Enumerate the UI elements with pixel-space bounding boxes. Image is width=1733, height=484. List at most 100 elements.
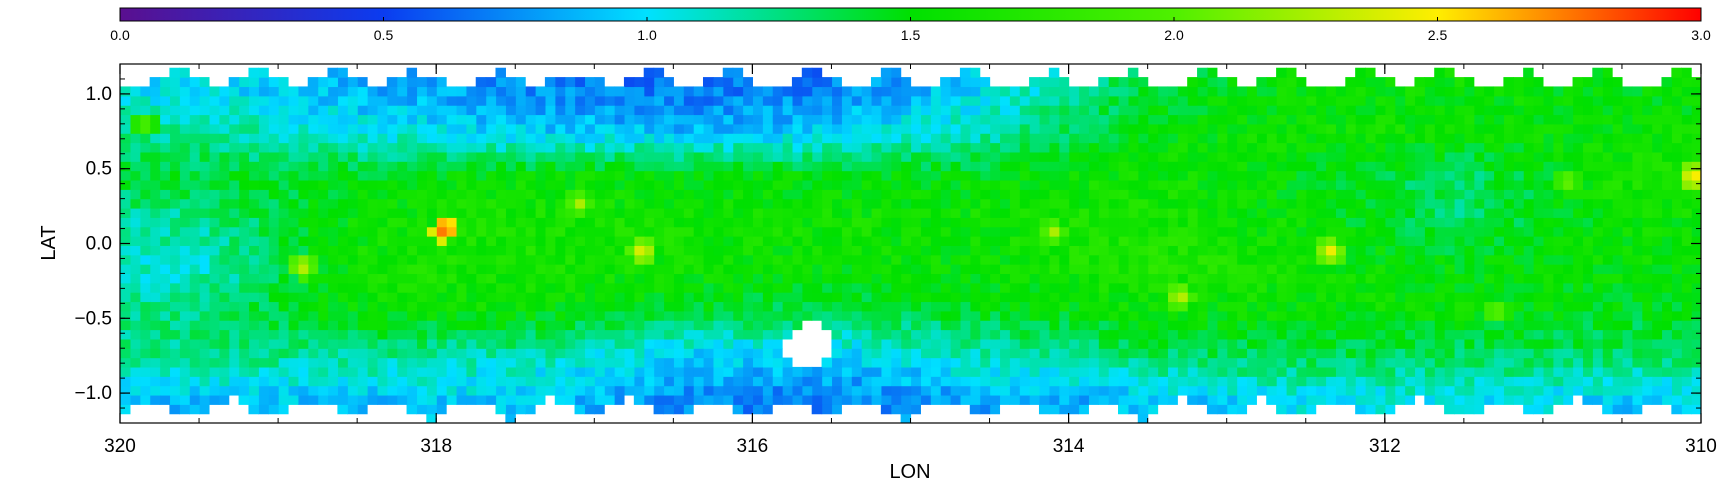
heatmap-cell <box>821 77 833 88</box>
heatmap-cell <box>1266 282 1277 293</box>
heatmap-cell <box>297 292 309 303</box>
heatmap-cell <box>554 189 566 200</box>
heatmap-cell <box>623 338 635 349</box>
heatmap-cell <box>1582 320 1593 331</box>
heatmap-cell <box>614 394 625 405</box>
heatmap-cell <box>1048 310 1060 321</box>
heatmap-cell <box>1631 273 1643 284</box>
heatmap-cell <box>1058 86 1070 97</box>
heatmap-cell <box>1542 329 1554 340</box>
heatmap-cell <box>880 142 892 153</box>
heatmap-cell <box>989 189 1001 200</box>
heatmap-cell <box>1285 207 1297 218</box>
heatmap-cell <box>1009 207 1020 218</box>
heatmap-cell <box>505 320 516 331</box>
heatmap-cell <box>525 376 536 387</box>
heatmap-cell <box>1463 95 1475 106</box>
heatmap-cell <box>1197 95 1208 106</box>
heatmap-cell <box>732 394 744 405</box>
heatmap-cell <box>831 282 842 293</box>
heatmap-cell <box>732 292 744 303</box>
heatmap-cell <box>1384 310 1396 321</box>
heatmap-cell <box>1473 366 1485 377</box>
heatmap-cell <box>1118 404 1129 415</box>
heatmap-cell <box>1355 217 1366 228</box>
heatmap-cell <box>950 236 961 246</box>
heatmap-cell <box>1384 273 1396 284</box>
heatmap-cell <box>485 348 497 359</box>
heatmap-cell <box>959 245 971 256</box>
heatmap-cell <box>1147 226 1159 237</box>
heatmap-cell <box>307 357 319 368</box>
heatmap-cell <box>693 348 704 359</box>
heatmap-cell <box>969 226 981 237</box>
heatmap-cell <box>999 207 1010 218</box>
heatmap-cell <box>327 95 338 106</box>
heatmap-cell <box>1098 226 1109 237</box>
heatmap-cell <box>1513 170 1524 181</box>
heatmap-cell <box>821 254 833 265</box>
heatmap-cell <box>851 320 862 331</box>
heatmap-cell <box>347 366 358 377</box>
heatmap-cell <box>673 151 684 162</box>
heatmap-cell <box>1592 105 1603 116</box>
heatmap-cell <box>337 292 348 303</box>
heatmap-cell <box>475 282 487 293</box>
heatmap-cell <box>910 254 921 265</box>
heatmap-cell <box>505 133 516 144</box>
heatmap-cell <box>732 86 744 97</box>
heatmap-cell <box>959 133 971 144</box>
heatmap-cell <box>1453 226 1465 237</box>
heatmap-cell <box>1661 151 1672 162</box>
heatmap-cell <box>1285 348 1297 359</box>
heatmap-cell <box>1641 320 1653 331</box>
heatmap-cell <box>1256 310 1267 321</box>
heatmap-cell <box>1335 207 1346 218</box>
heatmap-cell <box>1453 338 1465 349</box>
heatmap-cell <box>633 264 645 275</box>
heatmap-cell <box>357 114 368 125</box>
heatmap-cell <box>1374 105 1386 116</box>
heatmap-cell <box>495 133 506 144</box>
heatmap-cell <box>1621 320 1633 331</box>
heatmap-cell <box>1226 170 1238 181</box>
heatmap-cell <box>722 161 734 172</box>
heatmap-cell <box>1187 142 1198 153</box>
heatmap-cell <box>1058 404 1070 415</box>
heatmap-cell <box>564 123 576 134</box>
heatmap-cell <box>386 292 398 303</box>
heatmap-cell <box>841 179 852 190</box>
heatmap-cell <box>831 189 842 200</box>
heatmap-cell <box>367 189 378 200</box>
heatmap-cell <box>841 348 852 359</box>
heatmap-cell <box>1187 207 1198 218</box>
heatmap-cell <box>1058 254 1070 265</box>
heatmap-cell <box>1681 357 1692 368</box>
heatmap-cell <box>1572 226 1584 237</box>
heatmap-cell <box>702 86 714 97</box>
heatmap-cell <box>1365 226 1376 237</box>
heatmap-cell <box>653 404 665 415</box>
heatmap-cell <box>623 301 635 312</box>
heatmap-cell <box>1206 394 1218 405</box>
heatmap-cell <box>712 86 724 97</box>
heatmap-cell <box>1612 357 1623 368</box>
heatmap-cell <box>1187 264 1198 275</box>
heatmap-cell <box>1216 105 1228 116</box>
heatmap-cell <box>544 236 556 246</box>
heatmap-cell <box>1029 394 1040 405</box>
heatmap-cell <box>1552 86 1564 97</box>
heatmap-cell <box>1019 123 1030 134</box>
heatmap-cell <box>307 245 319 256</box>
heatmap-cell <box>1236 105 1248 116</box>
heatmap-cell <box>584 273 595 284</box>
heatmap-cell <box>1098 123 1109 134</box>
heatmap-cell <box>574 264 586 275</box>
heatmap-cell <box>693 338 704 349</box>
heatmap-cell <box>1206 77 1218 88</box>
heatmap-cell <box>1414 207 1425 218</box>
heatmap-cell <box>535 161 546 172</box>
heatmap-cell <box>1167 114 1178 125</box>
heatmap-cell <box>1256 366 1267 377</box>
heatmap-cell <box>1019 86 1030 97</box>
